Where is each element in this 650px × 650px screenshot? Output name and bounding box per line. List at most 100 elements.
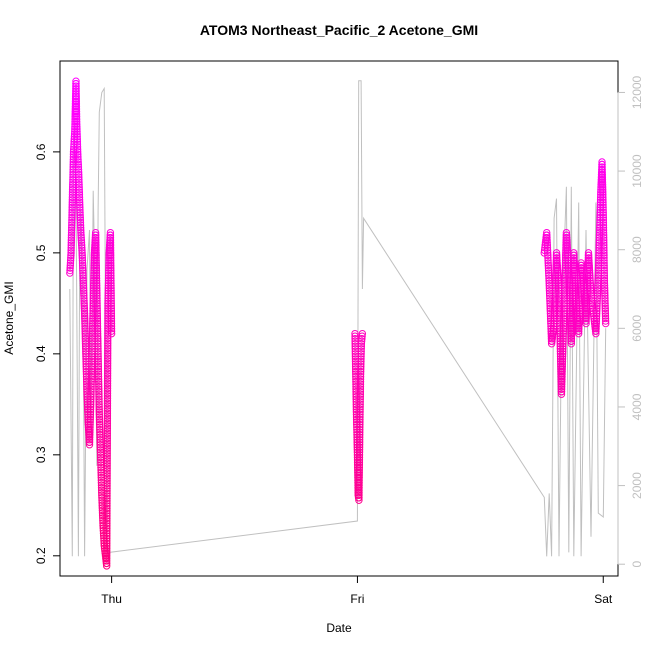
data-point [103,494,111,503]
data-point [107,256,115,265]
data-point [103,412,112,420]
data-point [93,292,101,300]
data-point [92,239,100,247]
data-point [94,355,102,363]
data-point [86,428,94,436]
data-point [93,317,102,325]
data-point [107,287,115,295]
x-tick-label: Thu [101,592,122,606]
data-point [103,499,111,508]
data-point [66,266,74,275]
data-point [94,377,103,386]
data-point [357,347,365,356]
data-point [599,221,608,229]
data-point [72,105,81,113]
data-point [86,415,94,424]
data-point [558,380,566,388]
data-point [557,385,566,393]
data-point [575,322,583,330]
data-point [66,261,74,270]
data-point [103,402,112,410]
data-point [353,451,362,459]
data-point [74,160,83,169]
data-point [107,319,116,328]
data-point [79,276,87,285]
data-point [85,438,94,446]
data-point [73,135,81,143]
data-point [601,297,609,305]
data-point [106,239,115,247]
data-point [570,256,578,265]
data-point [78,246,86,255]
data-point [355,491,363,499]
data-point [87,372,96,381]
data-point [557,390,566,398]
data-point [107,271,115,280]
data-point [575,327,583,335]
data-point [87,367,96,376]
data-point [356,367,365,376]
data-point [103,357,112,365]
data-point [593,289,602,297]
data-point [107,281,115,290]
data-point [106,234,115,242]
data-point [355,471,363,479]
data-point [599,218,608,227]
data-point [107,294,115,303]
data-point [103,464,111,473]
data-point [596,223,604,232]
data-point [103,359,112,368]
data-point [559,347,567,356]
data-point [107,299,115,308]
data-point [586,284,595,292]
data-point [567,337,576,345]
data-point [83,390,91,398]
data-point [356,425,364,434]
data-point [103,377,112,385]
data-point [103,437,111,445]
data-point [80,312,89,320]
data-point [93,304,101,313]
data-point [75,175,83,184]
data-point [79,284,88,292]
data-point [103,522,111,530]
data-point [356,403,364,411]
data-point [356,413,364,421]
data-point [103,539,111,548]
data-point [87,400,95,409]
data-point [598,173,607,181]
data-point [94,352,102,361]
data-point [68,206,76,214]
data-point [553,266,562,275]
data-point [599,228,608,237]
data-point [94,347,102,356]
data-point [76,211,84,219]
data-point [356,415,364,424]
data-point [562,231,571,239]
data-point [561,271,569,280]
data-point [81,332,89,340]
data-point [586,271,594,280]
data-point [543,249,552,257]
data-point [106,244,115,252]
data-point [559,334,567,343]
data-point [599,206,607,214]
data-point [87,380,95,388]
data-point [93,287,101,295]
data-point [356,405,364,414]
data-point [89,309,97,318]
data-point [75,196,84,204]
y2-tick-label: 10000 [630,154,644,188]
y2-tick-label: 6000 [630,315,644,342]
data-point [77,241,86,249]
data-point [557,388,566,396]
data-point [67,246,75,255]
data-point [106,231,115,239]
data-point [93,302,101,310]
data-point [556,319,564,328]
data-point [585,264,594,272]
data-point [74,155,82,164]
data-point [103,462,111,470]
data-point [598,178,607,186]
data-point [599,201,607,209]
